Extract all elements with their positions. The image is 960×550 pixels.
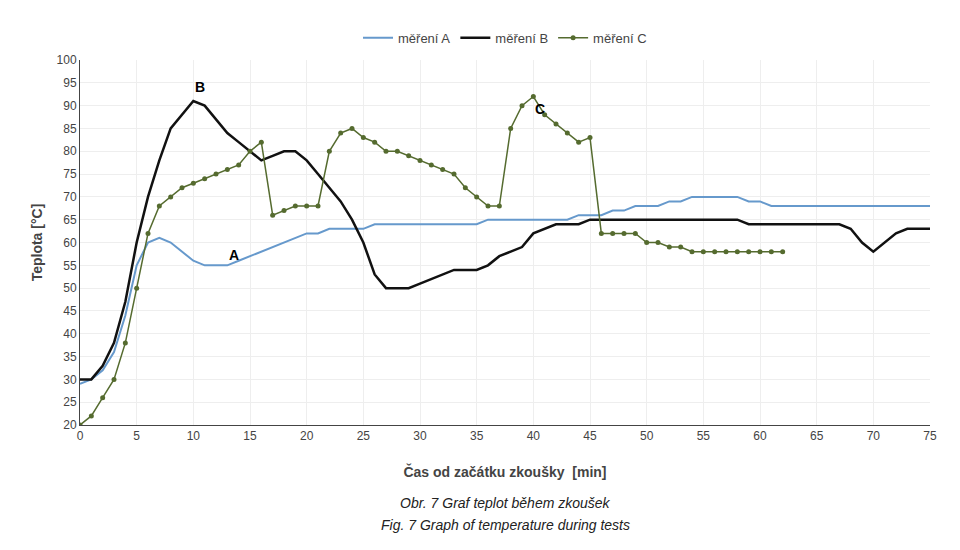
svg-text:70: 70 [867, 429, 881, 443]
svg-text:25: 25 [63, 395, 77, 409]
svg-text:měření B: měření B [495, 31, 548, 46]
svg-text:55: 55 [63, 259, 77, 273]
svg-text:C: C [535, 101, 545, 117]
svg-text:Čas od začátku zkoušky [min]: Čas od začátku zkoušky [min] [403, 463, 606, 480]
svg-text:Teplota [°C]: Teplota [°C] [29, 204, 45, 282]
svg-text:95: 95 [63, 76, 77, 90]
svg-text:80: 80 [63, 144, 77, 158]
svg-text:65: 65 [63, 213, 77, 227]
svg-text:Obr. 7 Graf teplot během zkouš: Obr. 7 Graf teplot během zkoušek [400, 495, 611, 511]
svg-text:Fig. 7 Graph of temperature du: Fig. 7 Graph of temperature during tests [381, 517, 630, 533]
svg-text:85: 85 [63, 122, 77, 136]
svg-text:40: 40 [527, 429, 541, 443]
svg-text:35: 35 [63, 350, 77, 364]
svg-text:65: 65 [810, 429, 824, 443]
svg-text:15: 15 [243, 429, 257, 443]
svg-text:20: 20 [63, 418, 77, 432]
svg-text:měření A: měření A [398, 31, 450, 46]
svg-text:0: 0 [77, 429, 84, 443]
svg-text:20: 20 [300, 429, 314, 443]
svg-text:45: 45 [63, 304, 77, 318]
svg-text:70: 70 [63, 190, 77, 204]
svg-text:100: 100 [57, 53, 77, 67]
svg-text:50: 50 [640, 429, 654, 443]
svg-text:30: 30 [63, 373, 77, 387]
svg-text:10: 10 [187, 429, 201, 443]
svg-text:45: 45 [583, 429, 597, 443]
svg-text:35: 35 [470, 429, 484, 443]
svg-text:55: 55 [697, 429, 711, 443]
svg-text:60: 60 [63, 236, 77, 250]
svg-text:B: B [195, 79, 205, 95]
svg-text:měření C: měření C [593, 31, 646, 46]
svg-text:60: 60 [753, 429, 767, 443]
svg-text:40: 40 [63, 327, 77, 341]
svg-text:25: 25 [357, 429, 371, 443]
svg-text:90: 90 [63, 99, 77, 113]
svg-text:75: 75 [923, 429, 937, 443]
svg-text:A: A [229, 247, 239, 263]
svg-text:5: 5 [133, 429, 140, 443]
svg-text:30: 30 [413, 429, 427, 443]
svg-text:75: 75 [63, 167, 77, 181]
svg-text:50: 50 [63, 281, 77, 295]
